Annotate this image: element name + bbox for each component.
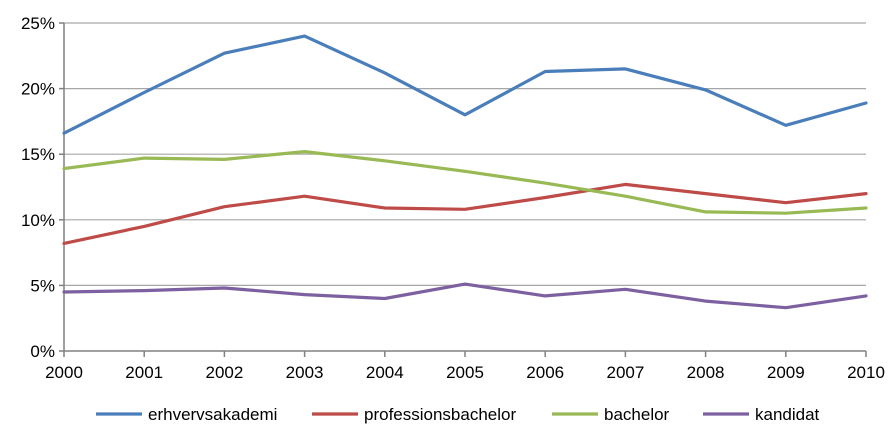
series-line-professionsbachelor (62, 182, 868, 245)
x-tick-label: 2004 (366, 363, 404, 382)
y-tick-label: 5% (30, 276, 55, 295)
legend-label-erhvervsakademi: erhvervsakademi (148, 405, 277, 424)
x-tick-label: 2005 (446, 363, 484, 382)
series-line-bachelor (62, 150, 868, 215)
x-tick-label: 2000 (45, 363, 83, 382)
legend-label-professionsbachelor: professionsbachelor (364, 405, 516, 424)
x-tick-label: 2003 (286, 363, 324, 382)
x-tick-label: 2008 (687, 363, 725, 382)
x-tick-label: 2007 (606, 363, 644, 382)
x-axis-ticks: 2000 2001 2002 2003 2004 2005 2006 2007 2008 2009… (45, 351, 885, 382)
x-tick-label: 2006 (526, 363, 564, 382)
gridlines (64, 22, 866, 286)
series-lines (62, 34, 868, 310)
legend-label-bachelor: bachelor (604, 405, 670, 424)
y-tick-label: 10% (21, 211, 55, 230)
x-tick-label: 2010 (847, 363, 885, 382)
x-tick-label: 2001 (125, 363, 163, 382)
y-tick-label: 20% (21, 80, 55, 99)
y-tick-label: 0% (30, 342, 55, 361)
y-tick-label: 25% (21, 14, 55, 33)
series-line-kandidat (62, 282, 868, 310)
x-tick-label: 2002 (205, 363, 243, 382)
x-tick-label: 2009 (767, 363, 805, 382)
y-axis-ticks: 0% 5% 10% 15% 20% 25% (21, 14, 64, 361)
series-line-erhvervsakademi (62, 34, 868, 135)
legend-label-kandidat: kandidat (755, 405, 820, 424)
legend: erhvervsakademi professionsbachelor bachel… (96, 405, 820, 424)
y-tick-label: 15% (21, 145, 55, 164)
